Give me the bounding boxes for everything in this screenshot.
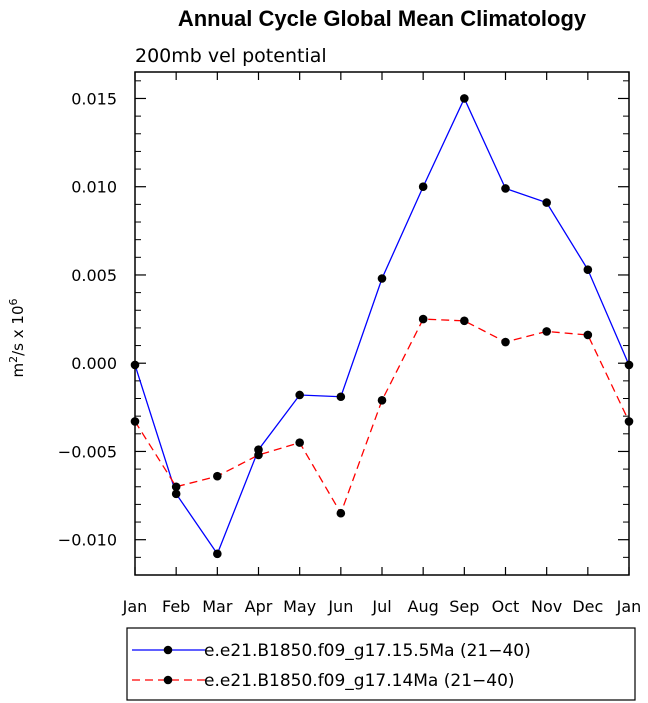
y-tick-label: 0.000 (71, 354, 117, 373)
data-point (295, 438, 304, 447)
y-axis-label-sup2: 6 (7, 299, 20, 306)
axis-ticks (134, 72, 630, 576)
chart-title: Annual Cycle Global Mean Climatology (178, 6, 587, 31)
data-point (336, 392, 346, 402)
data-point (460, 94, 469, 103)
x-tick-label: Feb (162, 597, 190, 616)
legend-label: e.e21.B1850.f09_g17.15.5Ma (21−40) (204, 641, 531, 661)
x-tick-label: Nov (531, 597, 562, 616)
x-tick-label: Aug (408, 597, 439, 616)
data-point (542, 327, 551, 336)
x-tick-label: Apr (245, 597, 273, 616)
data-point (418, 314, 428, 324)
data-point (213, 549, 222, 559)
y-axis-label-base: m (9, 363, 27, 378)
legend-label: e.e21.B1850.f09_g17.14Ma (21−40) (204, 671, 515, 691)
data-point (254, 450, 263, 460)
data-point (213, 471, 222, 481)
series-layer (130, 94, 634, 559)
data-point (418, 182, 428, 192)
y-tick-label: −0.005 (58, 442, 117, 461)
y-tick-label: 0.015 (71, 89, 117, 108)
series-line (134, 318, 630, 515)
legend-item: e.e21.B1850.f09_g17.14Ma (21−40) (132, 671, 515, 691)
y-tick-labels: −0.010 −0.005 0.000 0.005 0.010 0.015 (58, 89, 117, 549)
y-tick-label: 0.010 (71, 178, 117, 197)
x-tick-label: Jan (616, 597, 642, 616)
x-tick-label: Mar (202, 597, 233, 616)
data-point (583, 330, 593, 340)
series-1 (130, 94, 634, 559)
data-point (460, 316, 469, 326)
x-tick-label: Sep (449, 597, 479, 616)
legend: e.e21.B1850.f09_g17.15.5Ma (21−40) e.e21.… (126, 627, 636, 701)
legend-box (126, 627, 636, 701)
y-tick-label: −0.010 (58, 531, 117, 550)
plot-frame (134, 71, 630, 576)
x-tick-labels: Jan Feb Mar Apr May Jun Jul Aug Sep Oct Nov Dec Jan (122, 597, 642, 616)
data-point (171, 482, 181, 492)
data-point (377, 274, 387, 283)
data-point (583, 265, 593, 274)
chart-subtitle: 200mb vel potential (135, 45, 327, 67)
data-point (542, 198, 551, 207)
y-axis-label-sup1: 2 (7, 356, 20, 363)
data-point (171, 489, 181, 499)
data-point (377, 395, 387, 405)
x-tick-label: Jun (327, 597, 353, 616)
series-2 (130, 314, 634, 518)
x-tick-label: Jul (371, 597, 391, 616)
x-tick-label: Oct (492, 597, 520, 616)
x-tick-label: May (283, 597, 316, 616)
legend-item: e.e21.B1850.f09_g17.15.5Ma (21−40) (132, 641, 531, 661)
legend-marker (163, 675, 173, 685)
y-axis-label-mid: /s x 10 (9, 306, 27, 356)
x-tick-label: Dec (572, 597, 603, 616)
y-tick-label: 0.005 (71, 266, 117, 285)
data-point (501, 184, 510, 193)
y-axis-label: m2/s x 106 (7, 299, 27, 378)
series-line (134, 96, 630, 556)
data-point (295, 390, 304, 400)
data-point (336, 508, 346, 518)
legend-marker (163, 645, 173, 655)
data-point (501, 337, 510, 347)
x-tick-label: Jan (122, 597, 148, 616)
